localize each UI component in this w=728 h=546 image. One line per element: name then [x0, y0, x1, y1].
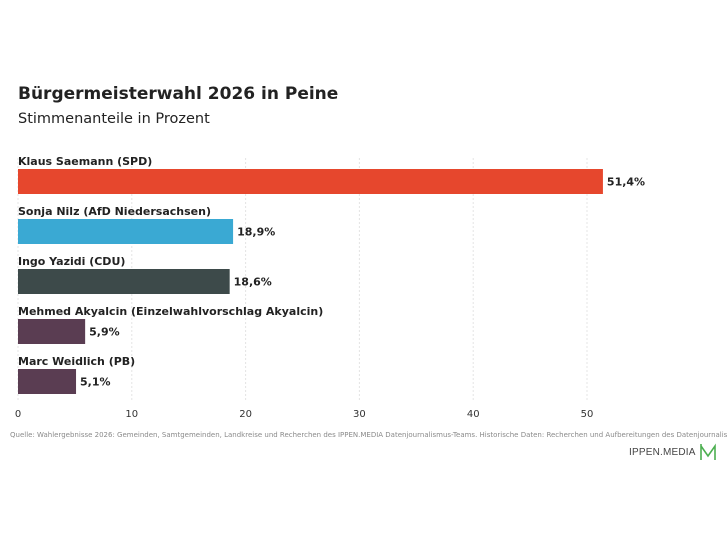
value-label: 5,9% [89, 326, 120, 339]
category-label: Marc Weidlich (PB) [18, 355, 135, 368]
bar-chart: Klaus Saemann (SPD) 51,4% Sonja Nilz (AfD … [15, 155, 645, 420]
bar [18, 369, 77, 394]
bar [18, 319, 86, 344]
chart-subtitle: Stimmenanteile in Prozent [18, 111, 210, 127]
category-label: Sonja Nilz (AfD Niedersachsen) [18, 205, 211, 218]
category-label: Mehmed Akyalcin (Einzelwahlvorschlag Aky… [18, 305, 323, 318]
x-tick-label: 40 [467, 409, 480, 420]
x-tick-label: 30 [353, 409, 366, 420]
value-label: 18,6% [234, 276, 272, 289]
x-tick-label: 20 [239, 409, 252, 420]
value-label: 18,9% [237, 226, 275, 239]
category-label: Klaus Saemann (SPD) [18, 155, 152, 168]
bar [18, 219, 234, 244]
x-tick-label: 50 [581, 409, 594, 420]
bar [18, 269, 230, 294]
x-tick-label: 0 [15, 409, 21, 420]
category-label: Ingo Yazidi (CDU) [18, 255, 125, 268]
value-label: 51,4% [607, 176, 645, 189]
chart-title: Bürgermeisterwahl 2026 in Peine [18, 84, 339, 104]
bar [18, 169, 603, 194]
brand-name: IPPEN.MEDIA [629, 446, 696, 458]
source-note: Quelle: Wahlergebnisse 2026: Gemeinden, … [10, 431, 728, 439]
x-tick-label: 10 [125, 409, 138, 420]
brand-logo: IPPEN.MEDIA [629, 441, 717, 463]
brand-m-icon [699, 443, 716, 460]
value-label: 5,1% [80, 376, 111, 389]
